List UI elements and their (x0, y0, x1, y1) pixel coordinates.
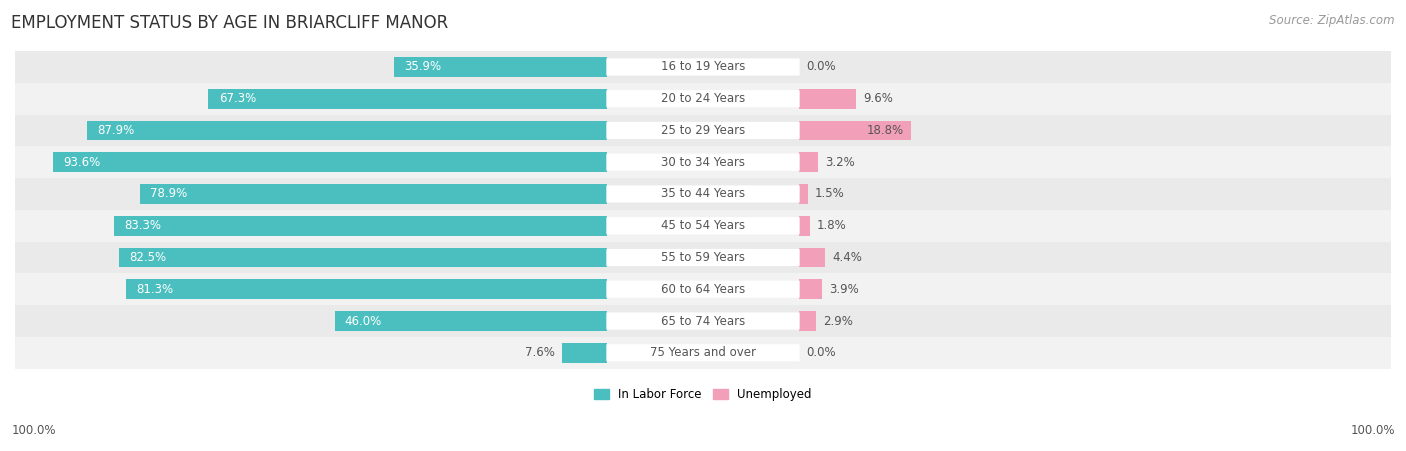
Bar (125, 280, 606, 299)
Text: 60 to 64 Years: 60 to 64 Years (661, 283, 745, 296)
Text: 25 to 29 Years: 25 to 29 Years (661, 124, 745, 137)
FancyBboxPatch shape (606, 344, 800, 361)
Text: 1.5%: 1.5% (815, 188, 845, 201)
Bar (394, 57, 606, 77)
Text: 93.6%: 93.6% (63, 156, 100, 169)
Bar (562, 343, 606, 363)
FancyBboxPatch shape (606, 313, 800, 330)
Bar (800, 280, 823, 299)
Bar (118, 248, 606, 267)
Text: 16 to 19 Years: 16 to 19 Years (661, 60, 745, 74)
FancyBboxPatch shape (606, 154, 800, 171)
Bar (800, 184, 808, 204)
FancyBboxPatch shape (606, 249, 800, 266)
Bar (15, 337, 1391, 368)
Bar (208, 89, 606, 109)
Text: 83.3%: 83.3% (124, 219, 162, 232)
Text: 100.0%: 100.0% (11, 424, 56, 437)
FancyBboxPatch shape (606, 90, 800, 107)
Bar (800, 120, 911, 140)
Bar (800, 89, 856, 109)
FancyBboxPatch shape (606, 217, 800, 235)
Bar (15, 51, 1391, 83)
Text: 35 to 44 Years: 35 to 44 Years (661, 188, 745, 201)
Text: 67.3%: 67.3% (219, 92, 256, 105)
Text: 9.6%: 9.6% (863, 92, 893, 105)
FancyBboxPatch shape (606, 185, 800, 202)
Text: 20 to 24 Years: 20 to 24 Years (661, 92, 745, 105)
Bar (15, 83, 1391, 115)
Text: 100.0%: 100.0% (1350, 424, 1395, 437)
Text: 65 to 74 Years: 65 to 74 Years (661, 314, 745, 327)
Text: 3.2%: 3.2% (825, 156, 855, 169)
Text: 2.9%: 2.9% (824, 314, 853, 327)
Bar (15, 273, 1391, 305)
Text: 0.0%: 0.0% (806, 60, 835, 74)
Text: 45 to 54 Years: 45 to 54 Years (661, 219, 745, 232)
Text: 55 to 59 Years: 55 to 59 Years (661, 251, 745, 264)
Bar (800, 248, 825, 267)
Bar (15, 147, 1391, 178)
Text: EMPLOYMENT STATUS BY AGE IN BRIARCLIFF MANOR: EMPLOYMENT STATUS BY AGE IN BRIARCLIFF M… (11, 14, 449, 32)
Text: Source: ZipAtlas.com: Source: ZipAtlas.com (1270, 14, 1395, 27)
Text: 7.6%: 7.6% (524, 346, 555, 359)
Text: 46.0%: 46.0% (344, 314, 382, 327)
Bar (15, 210, 1391, 242)
Text: 1.8%: 1.8% (817, 219, 846, 232)
Bar (87, 120, 606, 140)
Text: 18.8%: 18.8% (866, 124, 904, 137)
FancyBboxPatch shape (606, 58, 800, 75)
Text: 30 to 34 Years: 30 to 34 Years (661, 156, 745, 169)
Text: 87.9%: 87.9% (97, 124, 134, 137)
Bar (800, 152, 818, 172)
Text: 78.9%: 78.9% (150, 188, 187, 201)
Bar (139, 184, 606, 204)
Bar (800, 216, 810, 235)
Text: 4.4%: 4.4% (832, 251, 862, 264)
Bar (335, 311, 606, 331)
Text: 0.0%: 0.0% (806, 346, 835, 359)
Bar (15, 305, 1391, 337)
FancyBboxPatch shape (606, 281, 800, 298)
Bar (15, 115, 1391, 147)
Text: 3.9%: 3.9% (830, 283, 859, 296)
Bar (53, 152, 606, 172)
Legend: In Labor Force, Unemployed: In Labor Force, Unemployed (595, 388, 811, 401)
Text: 75 Years and over: 75 Years and over (650, 346, 756, 359)
FancyBboxPatch shape (606, 122, 800, 139)
Bar (15, 178, 1391, 210)
Bar (114, 216, 606, 235)
Bar (15, 242, 1391, 273)
Text: 82.5%: 82.5% (129, 251, 166, 264)
Text: 81.3%: 81.3% (136, 283, 173, 296)
Bar (800, 311, 817, 331)
Text: 35.9%: 35.9% (405, 60, 441, 74)
